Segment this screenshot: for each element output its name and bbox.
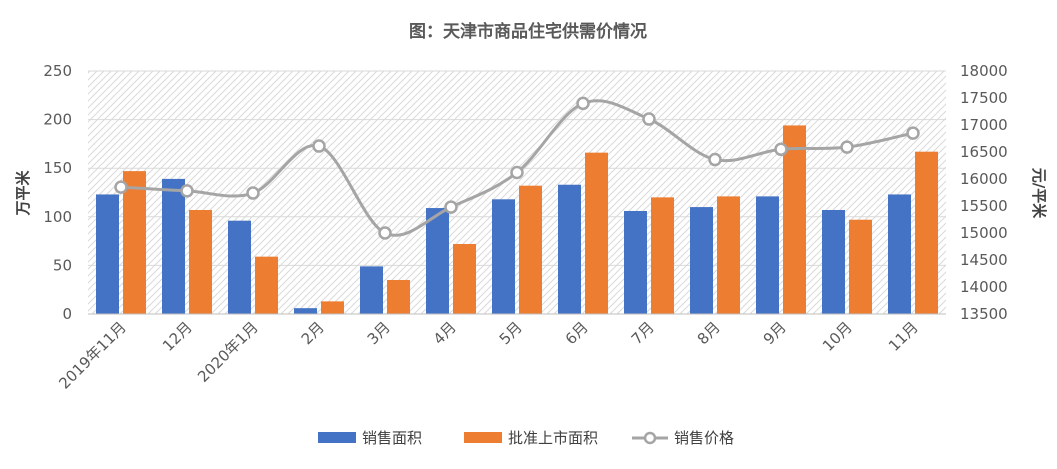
price-point <box>510 165 524 180</box>
bar-sales-area <box>228 220 251 314</box>
right-axis-ticks: 13500 14000 14500 15000 15500 16000 16500 17000… <box>960 62 1008 323</box>
price-point <box>180 184 194 198</box>
y-tick-label: 50 <box>53 256 72 274</box>
chart-title: 图：天津市商品住宅供需价情况 <box>409 21 647 42</box>
bar-sales-area <box>162 178 185 314</box>
x-tick-label: 7月 <box>628 318 658 348</box>
price-point <box>114 180 128 194</box>
bar-sales-area <box>96 194 119 314</box>
bar-sales-area <box>426 208 449 314</box>
legend-swatch-sales-area <box>318 432 356 443</box>
price-point <box>906 126 920 140</box>
y2-tick-label: 14500 <box>960 251 1008 269</box>
x-tick-label: 2月 <box>298 318 328 348</box>
y2-tick-label: 17000 <box>960 116 1008 134</box>
bar-sales-area <box>624 210 647 314</box>
bar-approved-area <box>783 125 806 314</box>
price-point <box>312 139 326 153</box>
bar-approved-area <box>585 152 608 314</box>
price-point <box>576 96 590 111</box>
bar-approved-area <box>651 197 674 314</box>
bar-approved-area <box>189 209 212 314</box>
bar-approved-area <box>717 196 740 314</box>
bar-sales-area <box>294 308 317 314</box>
price-point <box>642 112 656 126</box>
bar-approved-area <box>123 171 146 314</box>
x-tick-label: 2020年1月 <box>194 318 262 386</box>
x-tick-label: 2019年11月 <box>55 318 129 392</box>
legend-marker-price <box>643 431 657 445</box>
price-point <box>708 152 722 167</box>
price-point <box>378 226 392 240</box>
y2-tick-label: 15500 <box>960 197 1008 215</box>
price-point <box>840 140 854 154</box>
plot-area-background <box>88 71 946 314</box>
y-tick-label: 0 <box>62 305 72 323</box>
bar-sales-area <box>756 196 779 314</box>
x-tick-label: 11月 <box>885 318 922 355</box>
bar-sales-area <box>492 199 515 314</box>
legend-swatch-approved-area <box>464 432 502 443</box>
y-tick-label: 250 <box>43 62 72 80</box>
bar-approved-area <box>255 256 278 314</box>
bar-approved-area <box>519 185 542 314</box>
x-tick-label: 6月 <box>562 318 592 348</box>
bar-approved-area <box>849 219 872 314</box>
price-point <box>444 200 458 214</box>
y2-tick-label: 16000 <box>960 170 1008 188</box>
y2-axis-title: 元/平米 <box>1030 168 1048 219</box>
price-point <box>246 186 260 200</box>
x-tick-label: 4月 <box>430 318 460 348</box>
y-tick-label: 200 <box>43 111 72 129</box>
legend-label-price: 销售价格 <box>674 429 734 447</box>
bar-sales-area <box>888 194 911 314</box>
bar-approved-area <box>453 244 476 314</box>
legend-label-sales-area: 销售面积 <box>362 429 422 447</box>
x-tick-label: 8月 <box>694 318 724 348</box>
price-point <box>774 142 788 157</box>
y2-tick-label: 17500 <box>960 89 1008 107</box>
y2-tick-label: 16500 <box>960 143 1008 161</box>
bar-approved-area <box>387 279 410 314</box>
x-tick-label: 5月 <box>496 318 526 348</box>
bar-sales-area <box>822 209 845 314</box>
x-tick-label: 12月 <box>159 318 196 355</box>
price-line <box>114 96 920 240</box>
bar-sales-area <box>558 184 581 314</box>
x-tick-label: 3月 <box>364 318 394 348</box>
y2-tick-label: 14000 <box>960 278 1008 296</box>
y2-tick-label: 18000 <box>960 62 1008 80</box>
bars <box>88 125 946 315</box>
x-tick-label: 10月 <box>819 318 856 355</box>
x-tick-label: 9月 <box>760 318 790 348</box>
bar-sales-area <box>690 207 713 314</box>
legend-label-approved-area: 批准上市面积 <box>508 429 598 447</box>
y2-tick-label: 13500 <box>960 305 1008 323</box>
legend: 销售面积 批准上市面积 销售价格 <box>318 429 734 447</box>
y2-tick-label: 15000 <box>960 224 1008 242</box>
bar-sales-area <box>360 266 383 314</box>
bar-approved-area <box>321 301 344 314</box>
y-tick-label: 150 <box>43 159 72 177</box>
y-axis-title: 万平米 <box>14 170 32 217</box>
bar-approved-area <box>915 151 938 314</box>
y-tick-label: 100 <box>43 208 72 226</box>
left-axis-ticks: 0 50 100 150 200 250 <box>43 62 72 323</box>
